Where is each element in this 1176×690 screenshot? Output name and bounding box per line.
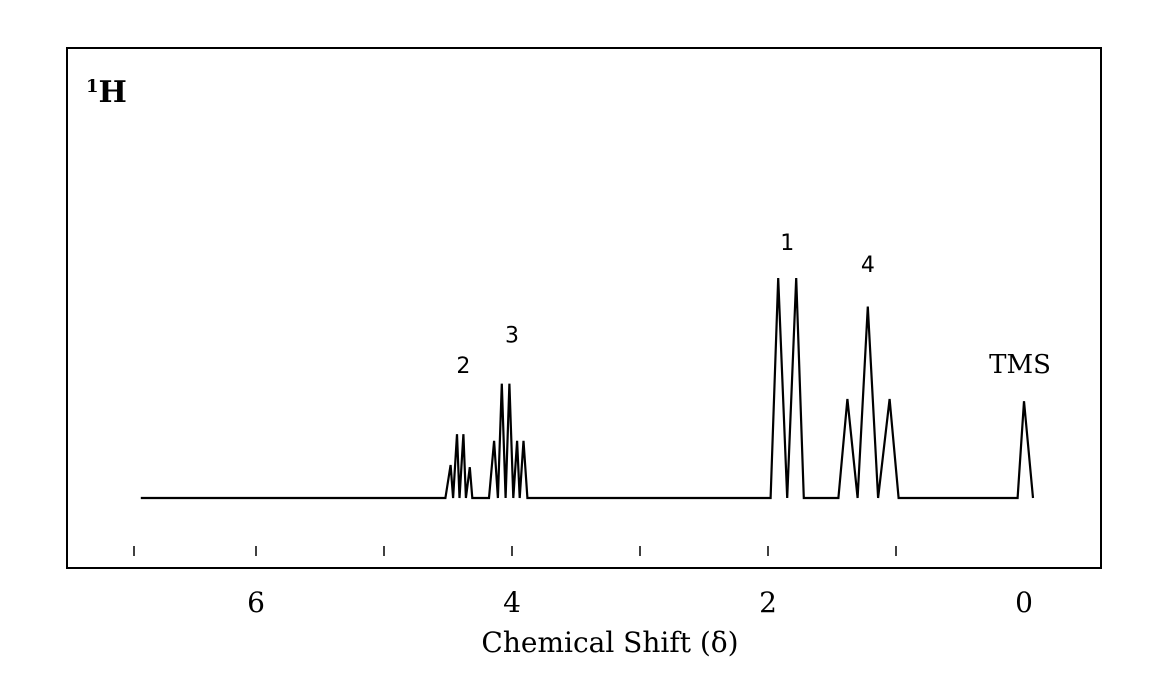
- spectrum-trace: [140, 277, 1035, 500]
- x-minor-ticks: [133, 546, 897, 556]
- nucleus-label: 1H: [86, 75, 127, 110]
- nucleus-symbol: H: [99, 75, 127, 110]
- x-tick-label: 2: [759, 586, 777, 619]
- x-tick-labels: 6 4 2 0: [247, 586, 1033, 619]
- x-tick-label: 6: [247, 586, 265, 619]
- x-axis-title: Chemical Shift (δ): [481, 626, 738, 659]
- peak-label: 2: [456, 354, 470, 379]
- peak-label: 1: [780, 231, 794, 256]
- x-tick-label: 0: [1015, 586, 1033, 619]
- peak-label: 4: [861, 253, 875, 278]
- plot-frame: [66, 47, 1102, 569]
- peak-labels: 2 3 1 4 TMS: [456, 231, 1051, 380]
- peak-label: 3: [505, 323, 519, 348]
- x-tick-label: 4: [503, 586, 521, 619]
- nucleus-mass-number: 1: [86, 76, 99, 97]
- peak-label: TMS: [989, 350, 1051, 380]
